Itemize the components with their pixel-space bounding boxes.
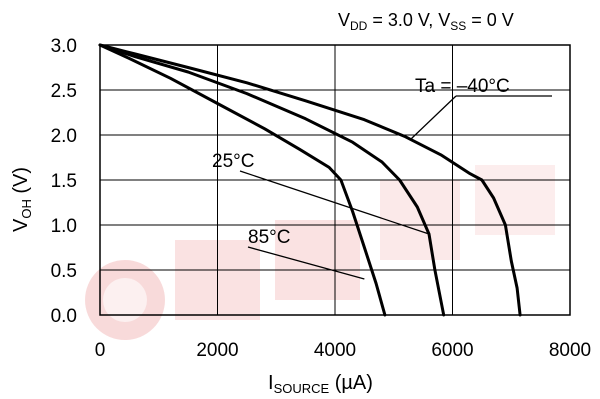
y-tick-label: 1.0 [51, 216, 77, 237]
y-tick-label: 2.5 [51, 81, 77, 102]
x-tick-label: 8000 [549, 340, 591, 361]
series-line-1 [98, 43, 446, 317]
x-tick-label: 4000 [314, 340, 356, 361]
grid [100, 45, 570, 315]
y-tick-label: 3.0 [51, 36, 77, 57]
annotation-leader-0 [410, 95, 457, 140]
x-tick-labels: 0 2000 4000 6000 8000 [95, 340, 591, 361]
plot-frame [99, 44, 571, 316]
x-axis-label: ISOURCE (µA) [268, 372, 373, 396]
condition-label: VDD = 3.0 V, VSS = 0 V [338, 10, 514, 33]
series-line-2 [98, 43, 387, 317]
y-tick-label: 1.5 [51, 171, 77, 192]
x-tick-label: 6000 [431, 340, 473, 361]
y-tick-label: 2.0 [51, 126, 77, 147]
annotation-label-0: Ta = –40°C [415, 76, 510, 97]
annotation-label-1: 25°C [212, 151, 254, 172]
watermark [85, 165, 555, 340]
series-line-0 [98, 43, 522, 317]
watermark-logo-icon [85, 260, 165, 340]
x-tick-label: 2000 [196, 340, 238, 361]
y-tick-labels: 0.0 0.5 1.0 1.5 2.0 2.5 3.0 [51, 36, 77, 327]
annotation-leader-1 [239, 170, 430, 235]
x-tick-label: 0 [95, 340, 106, 361]
annotation-leader-2 [247, 246, 365, 280]
annotation-label-2: 85°C [248, 227, 290, 248]
annotations-group: Ta = –40°C 25°C 85°C [212, 76, 552, 280]
series-group [98, 43, 522, 317]
y-axis-label: VOH (V) [10, 167, 34, 232]
y-tick-label: 0.5 [51, 261, 77, 282]
y-tick-label: 0.0 [51, 306, 77, 327]
